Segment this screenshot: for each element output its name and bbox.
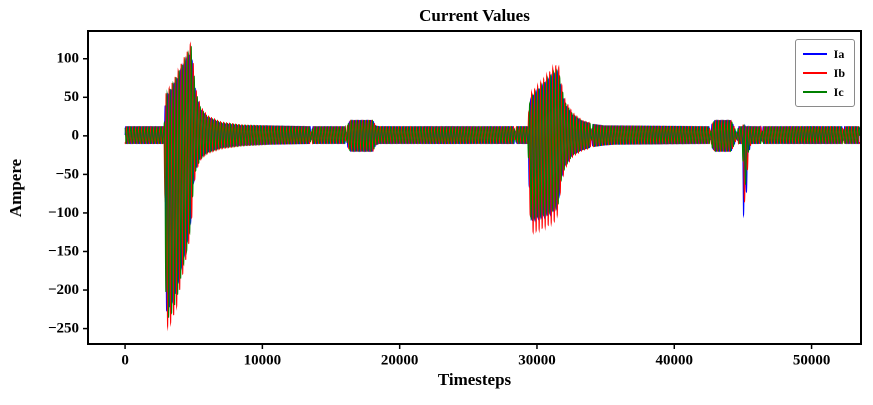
legend-item: Ia: [802, 44, 845, 63]
legend-item: Ib: [802, 63, 845, 82]
legend: Ia Ib Ic: [794, 39, 855, 107]
y-axis-label: Ampere: [6, 158, 25, 218]
legend-line-swatch-ib: [802, 71, 827, 74]
legend-item: Ic: [802, 82, 845, 101]
legend-line-swatch-ia: [802, 52, 827, 55]
x-axis-label: Timesteps: [437, 370, 512, 389]
legend-label: Ic: [833, 84, 844, 99]
legend-label: Ia: [833, 46, 845, 61]
chart-title: Current Values: [419, 6, 530, 25]
legend-line-swatch-ic: [802, 90, 827, 93]
legend-label: Ib: [833, 65, 845, 80]
